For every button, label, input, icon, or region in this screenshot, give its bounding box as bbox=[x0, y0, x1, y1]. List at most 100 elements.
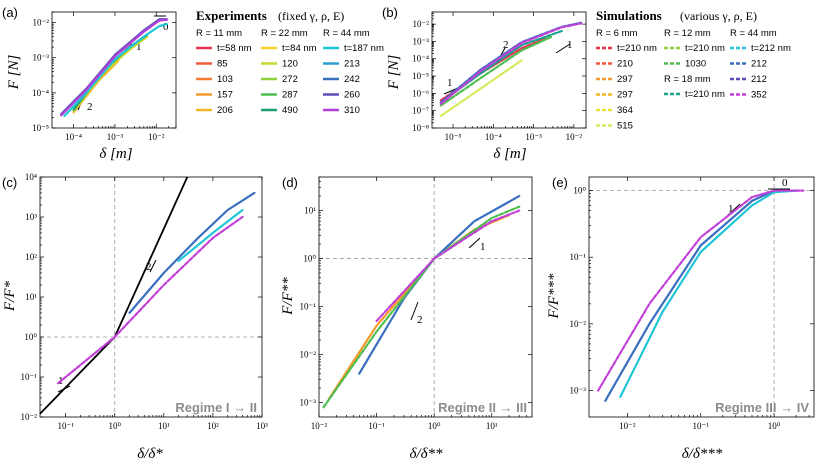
panel-d-xlabel: δ/δ** bbox=[409, 446, 443, 462]
y-tick-label: 10⁻³ bbox=[570, 385, 587, 395]
legend-item-label: 212 bbox=[751, 59, 767, 70]
y-tick-label: 10⁻⁴ bbox=[412, 54, 429, 64]
y-tick-label: 10⁻⁵ bbox=[412, 71, 429, 81]
legend-item-label: 364 bbox=[617, 105, 633, 116]
x-tick-label: 10² bbox=[207, 421, 219, 431]
legend-item-label: 85 bbox=[217, 59, 228, 70]
y-tick-label: 10⁻² bbox=[33, 18, 50, 28]
panel-c-ylabel: F/F* bbox=[2, 281, 18, 312]
slope-1-label: 1 bbox=[136, 41, 142, 53]
legend-item-label: 206 bbox=[217, 105, 233, 116]
legend-item-label: 272 bbox=[282, 74, 298, 85]
panel-c-xlabel: δ/δ* bbox=[137, 446, 163, 462]
slope-1-label: 1 bbox=[728, 203, 734, 215]
legend-item-label: t=210 nm bbox=[685, 89, 725, 100]
y-tick-label: 10⁴ bbox=[25, 172, 37, 182]
legend-item-label: 310 bbox=[344, 105, 360, 116]
panel-d-regime-label: Regime II → III bbox=[438, 400, 527, 415]
legend-item-label: 297 bbox=[617, 90, 633, 101]
slope-1b-mark bbox=[555, 43, 571, 54]
slope-1-mark bbox=[468, 237, 481, 249]
legend-item-label: 103 bbox=[217, 74, 233, 85]
x-tick-label: 10¹ bbox=[158, 421, 170, 431]
series-line bbox=[128, 191, 256, 314]
x-tick-label: 10³ bbox=[256, 421, 268, 431]
panel-c-label: (c) bbox=[2, 175, 17, 190]
x-tick-label: 10⁻¹ bbox=[692, 421, 709, 431]
series-line bbox=[63, 23, 168, 118]
legend-experiments: Experiments (fixed γ, ρ, E) R = 11 mm R … bbox=[196, 8, 384, 116]
x-tick-label: 10⁻² bbox=[619, 421, 636, 431]
y-tick-label: 10³ bbox=[25, 212, 37, 222]
series-line bbox=[439, 29, 563, 104]
slope-2-mark bbox=[149, 259, 157, 273]
panel-e-xlabel: δ/δ*** bbox=[682, 446, 723, 462]
legend-item-label: 297 bbox=[617, 74, 633, 85]
legend-item-label: 213 bbox=[344, 59, 360, 70]
series-group bbox=[60, 18, 168, 118]
panel-b-label: (b) bbox=[382, 5, 398, 20]
x-tick-label: 10⁰ bbox=[108, 421, 121, 431]
panel-b-ylabel: F [N] bbox=[386, 55, 402, 91]
slope-0-label: 0 bbox=[163, 21, 169, 33]
panel-c-regime-label: Regime I → II bbox=[175, 400, 257, 415]
y-tick-label: 10⁻⁵ bbox=[32, 123, 49, 133]
series-line bbox=[56, 215, 244, 385]
legend-item-label: 1030 bbox=[685, 59, 706, 70]
slope-2-label: 2 bbox=[503, 39, 509, 51]
y-tick-label: 10⁻² bbox=[21, 412, 38, 422]
y-tick-label: 10¹ bbox=[25, 292, 37, 302]
slope-0-label: 0 bbox=[782, 177, 788, 189]
chart-panel-c: 10⁻¹ 10⁰ 10¹ 10² 10³ 10⁻² 10⁻¹ 10⁰ 10¹ 10² 10³ 10⁴ bbox=[21, 172, 269, 431]
series-line bbox=[60, 18, 168, 117]
series-line bbox=[322, 205, 521, 409]
panel-e-ylabel: F/F*** bbox=[546, 273, 562, 319]
legend-simulations-subtitle: (various γ, ρ, E) bbox=[680, 9, 757, 23]
series-line bbox=[439, 59, 523, 118]
panel-b-xlabel: δ [m] bbox=[493, 146, 526, 162]
y-tick-label: 10⁻³ bbox=[413, 36, 430, 46]
legend-exp-group-header: R = 44 mm bbox=[323, 28, 370, 39]
axes-frame bbox=[431, 11, 587, 129]
y-tick-label: 10⁻⁷ bbox=[412, 106, 429, 116]
slope-2-mark bbox=[410, 301, 419, 321]
series-line bbox=[375, 209, 521, 323]
legend-item-label: t=187 nm bbox=[344, 43, 384, 54]
y-tick-label: 10⁰ bbox=[303, 254, 316, 264]
y-tick-label: 10⁻⁸ bbox=[412, 123, 429, 133]
legend-item-label: 242 bbox=[344, 74, 360, 85]
legend-item-label: 490 bbox=[282, 105, 298, 116]
legend-item-label: 212 bbox=[751, 74, 767, 85]
panel-e-label: (e) bbox=[552, 175, 568, 190]
panel-a-slopes: 0 1 2 bbox=[77, 15, 169, 113]
legend-item-label: 515 bbox=[617, 121, 633, 132]
y-tick-label: 10⁻² bbox=[300, 350, 317, 360]
legend-item-label: 287 bbox=[282, 90, 298, 101]
slope-1b-label: 1 bbox=[567, 39, 573, 51]
legend-item-label: t=212 nm bbox=[751, 43, 791, 54]
panel-d-label: (d) bbox=[282, 175, 298, 190]
series-line bbox=[358, 195, 521, 375]
slope-2-label: 2 bbox=[87, 101, 93, 113]
slope-1-label: 1 bbox=[480, 241, 486, 253]
slope-1-label: 1 bbox=[447, 77, 453, 89]
x-tick-label: 10⁻⁴ bbox=[65, 132, 82, 142]
series-group bbox=[322, 195, 521, 409]
y-tick-label: 10⁻¹ bbox=[570, 252, 587, 262]
legend-sim-group-header: R = 6 mm bbox=[596, 28, 638, 39]
y-tick-label: 10⁰ bbox=[24, 332, 37, 342]
y-tick-label: 10⁻⁶ bbox=[412, 88, 429, 98]
x-tick-label: 10⁻² bbox=[566, 132, 583, 142]
panel-d-slopes: 1 2 bbox=[410, 237, 486, 326]
legend-experiments-subtitle: (fixed γ, ρ, E) bbox=[278, 9, 344, 23]
x-tick-label: 10⁰ bbox=[428, 421, 441, 431]
series-line bbox=[439, 22, 583, 105]
legend-simulations: Simulations (various γ, ρ, E) R = 6 mm R… bbox=[596, 8, 791, 132]
legend-experiments-title: Experiments bbox=[196, 8, 267, 23]
x-tick-label: 10⁰ bbox=[768, 421, 781, 431]
panel-e-regime-label: Regime III → IV bbox=[715, 400, 809, 415]
series-line bbox=[597, 189, 805, 392]
y-tick-label: 10¹ bbox=[304, 206, 316, 216]
legend-item-label: t=210 nm bbox=[617, 43, 657, 54]
legend-item-label: t=84 nm bbox=[282, 43, 317, 54]
